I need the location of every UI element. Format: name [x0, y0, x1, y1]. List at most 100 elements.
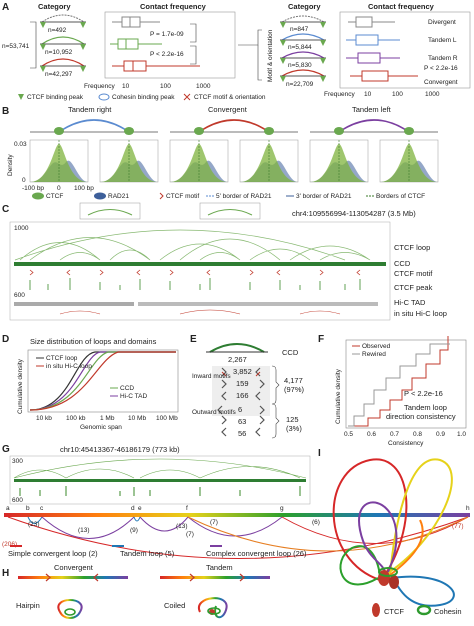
legend-label: in situ Hi-C loop — [46, 363, 92, 370]
tick-label: 1000 — [425, 91, 440, 98]
panel-label: I — [318, 448, 321, 459]
tick-label: 1 Mb — [100, 415, 115, 422]
track-label: CTCF loop — [394, 243, 430, 252]
class-label: Tandem R — [428, 55, 458, 62]
track-label: Hi-C TAD — [394, 298, 426, 307]
count: 3,852 — [233, 367, 252, 376]
legend-label: RAD21 — [108, 193, 129, 200]
legend-label: CCD — [120, 385, 134, 392]
anchor: c — [40, 505, 44, 512]
legend-label: Borders of CTCF — [376, 193, 425, 200]
tick-label: 100 bp — [74, 185, 94, 192]
legend-label: CTCF motif & orientation — [194, 94, 266, 101]
tick-label: 100 — [392, 91, 403, 98]
p-value: P < 2.2e-16 — [150, 51, 184, 58]
tick-label: 0.03 — [14, 141, 27, 148]
tick-label: 1.0 — [457, 431, 466, 438]
count: n=5,830 — [288, 62, 312, 69]
loop-type: Complex convergent loop (26) — [206, 549, 307, 558]
axis-title: Density — [7, 154, 14, 176]
legend-label: Rewired — [362, 351, 386, 358]
legend-label: 5' border of RAD21 — [216, 193, 272, 200]
note: direction consistency — [386, 412, 456, 421]
panel-label: B — [2, 106, 9, 117]
legend-label: Hi-C TAD — [120, 393, 148, 400]
count: (206) — [2, 541, 17, 548]
anchor: e — [138, 505, 142, 512]
panel-f: F Observed Rewired Cumulative density P … — [318, 334, 466, 447]
panel-label: G — [2, 444, 10, 455]
panel-e: E CCD 2,267 3,852 159 166 6 63 56 Inward… — [190, 334, 305, 439]
loop-type: Simple convergent loop (2) — [8, 549, 98, 558]
tick-label: 0 — [22, 177, 26, 184]
shape-label: Coiled — [164, 601, 185, 610]
panel-d: D Size distribution of loops and domains… — [2, 334, 179, 431]
percent: (3%) — [286, 424, 302, 433]
panel-i: I CTCF Cohesin — [318, 448, 462, 617]
header: Contact frequency — [140, 2, 207, 11]
axis-title: Consistency — [388, 440, 424, 447]
count: n=5,844 — [288, 44, 312, 51]
legend-label: CTCF loop — [46, 355, 78, 362]
header: Category — [288, 2, 321, 11]
anchor: h — [466, 505, 470, 512]
anchor: d — [131, 505, 135, 512]
tick-label: 0.8 — [413, 431, 422, 438]
region: chr10:45413367-46186179 (773 kb) — [60, 445, 180, 454]
tick-label: 10 — [122, 83, 130, 90]
anchor: g — [280, 505, 284, 512]
class-label: Convergent — [424, 79, 458, 86]
count: (6) — [312, 519, 320, 526]
boxplots — [110, 16, 200, 72]
class-label: Divergent — [428, 19, 456, 26]
subplot-title: Tandem — [206, 563, 233, 572]
note: Tandem loop — [404, 403, 447, 412]
count: n=42,297 — [45, 71, 73, 78]
anchor: b — [26, 505, 30, 512]
scale: 600 — [14, 292, 25, 299]
count: (13) — [176, 523, 188, 530]
panel-a: A Category Contact frequency n=53,741 n=… — [2, 2, 471, 101]
panel-h: H Convergent Tandem Hairpin Coiled — [2, 563, 270, 619]
axis-title: Frequency — [84, 83, 115, 90]
tick-label: 10 Mb — [128, 415, 146, 422]
count: 159 — [236, 379, 249, 388]
count: n=847 — [290, 26, 309, 33]
track-label: CTCF peak — [394, 283, 433, 292]
tick-label: 0.5 — [344, 431, 353, 438]
subplot-title: Tandem right — [68, 105, 112, 114]
tick-label: 0.6 — [367, 431, 376, 438]
panel-c: C chr4:109556994-113054287 (3.5 Mb) 1000… — [2, 202, 447, 321]
count: n=492 — [48, 27, 67, 34]
panel-label: C — [2, 204, 9, 215]
p-value: P < 2.2e-16 — [404, 389, 443, 398]
track-label: in situ Hi-C loop — [394, 309, 447, 318]
region: chr4:109556994-113054287 (3.5 Mb) — [292, 209, 416, 218]
title: Size distribution of loops and domains — [30, 337, 157, 346]
legend-label: Cohesin binding peak — [112, 94, 175, 101]
legend-label: CTCF binding peak — [27, 94, 84, 101]
tick-label: 10 kb — [36, 415, 52, 422]
total: 4,177 — [284, 376, 303, 385]
scale: 1000 — [14, 225, 29, 232]
legend-label: CTCF motif — [166, 193, 199, 200]
category-glyphs — [280, 15, 326, 82]
panel-label: E — [190, 334, 197, 345]
count: (23) — [28, 521, 40, 528]
class-label: Tandem L — [428, 37, 457, 44]
count: (9) — [130, 527, 138, 534]
subplot-title: Tandem left — [352, 105, 392, 114]
tick-label: 0.7 — [390, 431, 399, 438]
tick-label: 100 — [160, 83, 171, 90]
group-label: Outward motifs — [192, 409, 236, 416]
track-label: CCD — [394, 259, 411, 268]
total: 125 — [286, 415, 299, 424]
scale: 300 — [12, 458, 23, 465]
legend-label: Observed — [362, 343, 391, 350]
count: n=22,709 — [286, 81, 314, 88]
header: Category — [38, 2, 71, 11]
tick-label: 1000 — [196, 83, 211, 90]
label: CCD — [282, 348, 299, 357]
tick-label: 10 — [364, 91, 372, 98]
